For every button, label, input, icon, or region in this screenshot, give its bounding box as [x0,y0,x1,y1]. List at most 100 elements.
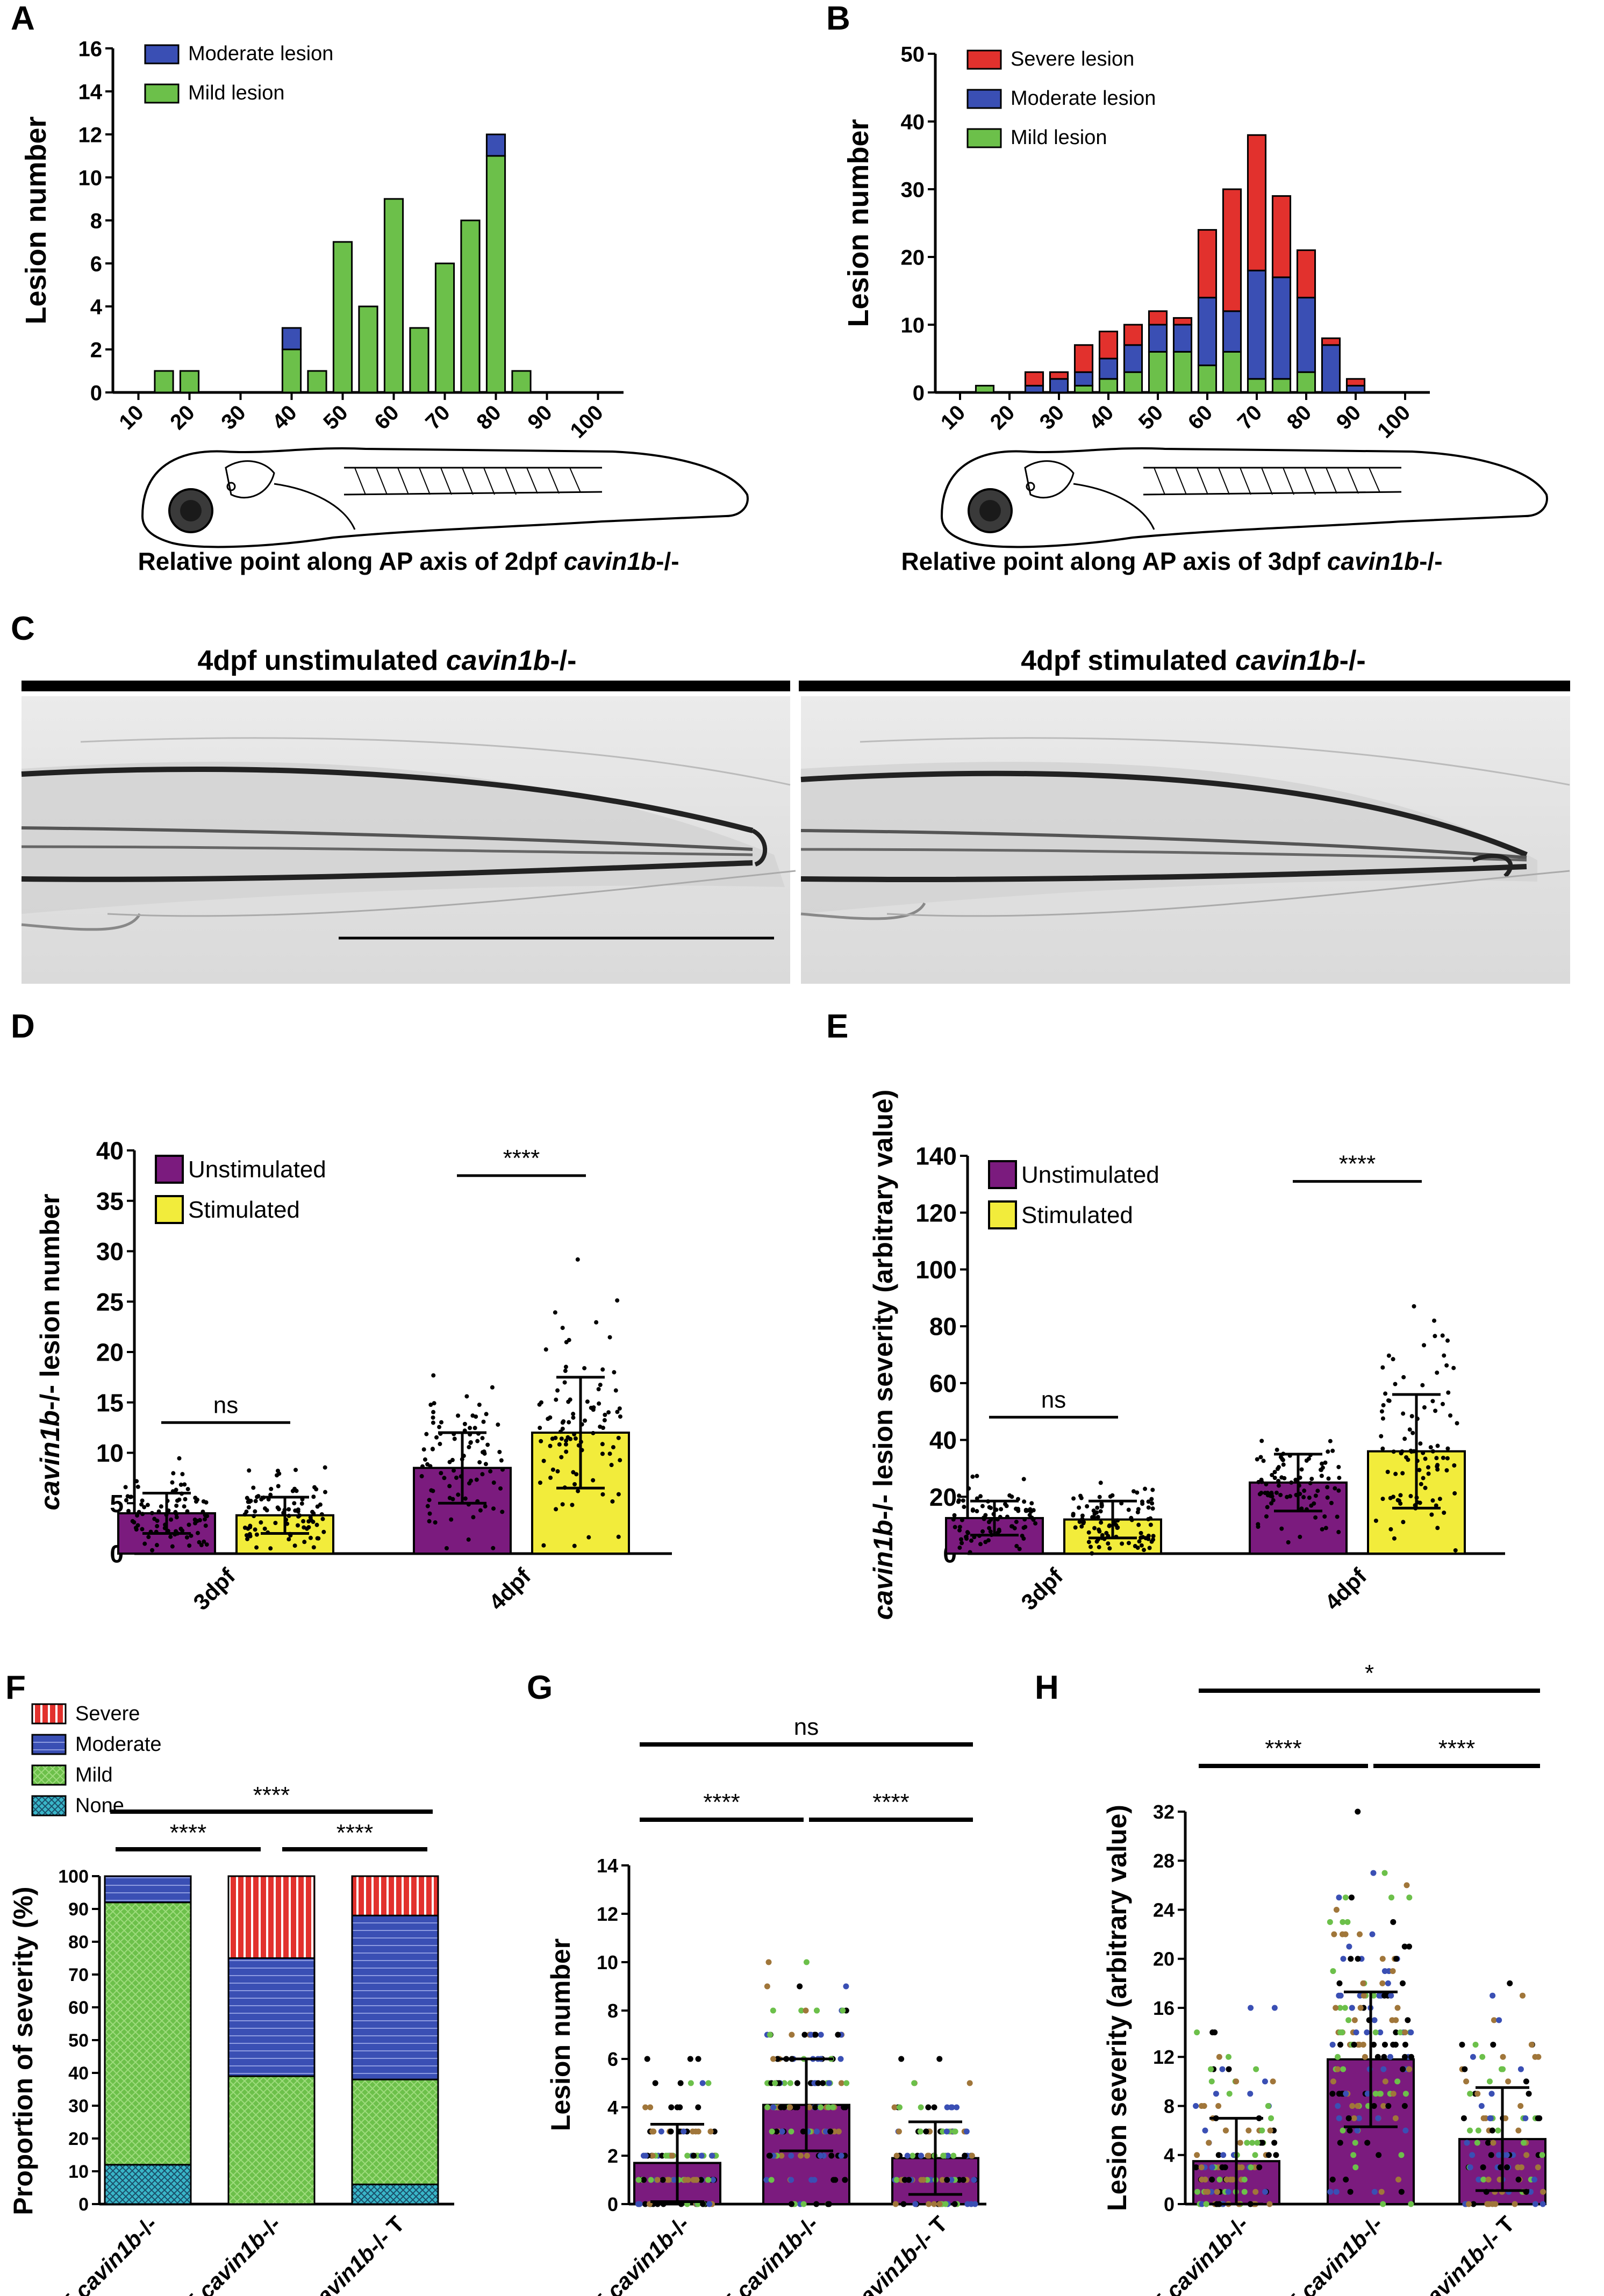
chart-d-y-title: cavin1b-/- lesion number [35,1193,65,1510]
data-point [299,1501,304,1506]
data-point [1496,2017,1502,2023]
data-point [1505,2078,1512,2085]
chart-h-lesion-severity: 0481216202428322dpf cavin1b-/-3dpf cavin… [1102,1660,1546,2296]
data-point [800,2128,806,2135]
data-point [956,2177,963,2183]
x-category-label: 2dpf cavin1b-/- [32,2211,162,2296]
data-point [463,1496,468,1501]
data-point [204,1542,209,1547]
chart-h-y-title: Lesion severity (arbitrary value) [1102,1805,1132,2211]
bar-severe-90 [1345,378,1366,387]
data-point [911,2080,918,2086]
data-point [496,1422,500,1427]
data-point [1028,1507,1033,1512]
data-point [1398,1501,1403,1506]
data-point [1319,1474,1324,1478]
data-point [1333,2005,1339,2011]
data-point [900,2201,907,2207]
data-point [1266,2201,1273,2207]
data-point [538,1480,542,1485]
data-point [156,1509,161,1514]
data-point [1313,1515,1318,1520]
data-point [1098,1509,1103,1514]
data-point [1282,1476,1287,1480]
data-point [596,1387,601,1392]
data-point [1329,2091,1336,2097]
chart-h-y-tick-label: 0 [1164,2193,1175,2215]
data-point [1376,2152,1382,2158]
bar-severe-25 [1024,371,1044,387]
significance-label: **** [703,1789,740,1815]
data-point [1370,1992,1377,1999]
data-point [314,1522,319,1527]
bar-moderate-70 [1247,269,1267,380]
data-point [1349,2005,1355,2011]
bar-moderate-65 [1222,310,1242,353]
data-point [1378,2188,1385,2195]
data-point [642,2104,649,2111]
data-point [1380,1497,1385,1501]
data-point [311,1494,316,1499]
data-point [940,2152,947,2159]
data-point [1271,2140,1278,2146]
data-point [644,2056,650,2062]
data-point [1375,2115,1381,2121]
data-point [1426,1471,1431,1476]
data-point [1133,1544,1137,1549]
legend-label: Stimulated [188,1197,300,1223]
bar-severe-80 [1296,249,1316,299]
data-point [570,1503,575,1507]
data-point [543,1347,548,1352]
data-point [813,2007,820,2014]
bar-mild-75 [1271,378,1292,394]
data-point [957,1525,962,1529]
data-point [1265,2152,1272,2158]
data-point [560,1326,565,1331]
data-point [1349,2103,1356,2109]
legend-swatch [31,1764,67,1786]
x-category-label: 4dpf [484,1563,536,1615]
stack-segment-moderate [351,1914,439,2080]
data-point [1400,2066,1406,2072]
data-point [182,1482,187,1487]
data-point [995,1517,1000,1522]
chart-e-y-tick-label: 100 [915,1256,957,1284]
x-category-label: 3dpf cavin1b-/- T [807,2211,952,2296]
data-point [600,1451,605,1456]
data-point [1469,2152,1476,2158]
chart-e-y-tick-label: 20 [929,1483,957,1511]
data-point [710,2177,717,2183]
data-point [447,1496,452,1500]
chart-d-y-tick-label: 30 [96,1238,124,1265]
data-point [699,2080,706,2086]
data-point [1315,1489,1320,1493]
data-point [1448,1413,1453,1418]
data-point [555,1388,560,1393]
data-point [1086,1530,1091,1535]
data-point [500,1510,505,1514]
data-point [560,1502,565,1507]
data-point [1333,2188,1340,2195]
data-point [439,1420,444,1425]
data-point [564,1340,569,1344]
bar-mild-40 [281,348,302,394]
data-point [434,1435,439,1440]
data-point [477,1460,482,1465]
data-point [1385,2103,1392,2109]
data-point [1435,1526,1440,1530]
data-point [420,1464,425,1469]
data-point [1147,1546,1152,1550]
data-point [135,1523,140,1528]
data-point [840,2007,846,2014]
data-point [959,1537,964,1542]
data-point [668,2128,674,2135]
data-point [1336,1980,1343,1986]
bar-mild-15 [975,384,995,394]
data-point [182,1504,187,1509]
significance-label: **** [336,1820,374,1846]
data-point [1388,1992,1394,1999]
x-tick-label: 50 [319,400,353,434]
chart-d-y-tick-label: 35 [96,1187,124,1215]
data-point [912,2201,919,2207]
